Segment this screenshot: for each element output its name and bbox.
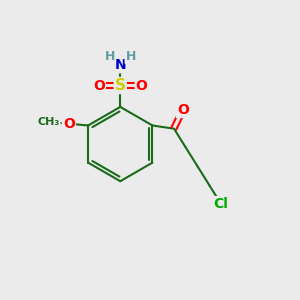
- Text: S: S: [115, 78, 126, 93]
- Text: CH₃: CH₃: [38, 117, 60, 127]
- Text: O: O: [177, 103, 189, 117]
- Text: H: H: [125, 50, 136, 63]
- Text: H: H: [105, 50, 115, 63]
- Text: O: O: [136, 79, 148, 92]
- Text: N: N: [115, 58, 126, 72]
- Text: O: O: [63, 117, 75, 131]
- Text: Cl: Cl: [214, 197, 229, 211]
- Text: O: O: [93, 79, 105, 92]
